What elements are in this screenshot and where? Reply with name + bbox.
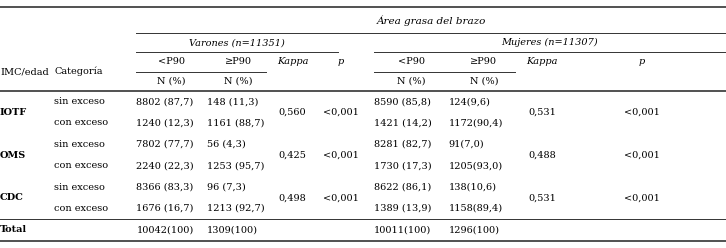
Text: sin exceso: sin exceso [54, 183, 105, 192]
Text: sin exceso: sin exceso [54, 140, 105, 149]
Text: 8802 (87,7): 8802 (87,7) [136, 97, 194, 106]
Text: 56 (4,3): 56 (4,3) [207, 140, 245, 149]
Text: 7802 (77,7): 7802 (77,7) [136, 140, 194, 149]
Text: Kappa: Kappa [277, 58, 309, 66]
Text: 1240 (12,3): 1240 (12,3) [136, 119, 194, 127]
Text: 8366 (83,3): 8366 (83,3) [136, 183, 194, 192]
Text: ≥P90: ≥P90 [225, 58, 252, 66]
Text: con exceso: con exceso [54, 161, 109, 170]
Text: Categoría: Categoría [54, 67, 103, 76]
Text: <0,001: <0,001 [624, 108, 660, 117]
Text: <0,001: <0,001 [323, 108, 359, 117]
Text: 1421 (14,2): 1421 (14,2) [374, 119, 432, 127]
Text: 2240 (22,3): 2240 (22,3) [136, 161, 194, 170]
Text: N (%): N (%) [470, 77, 498, 86]
Text: 138(10,6): 138(10,6) [449, 183, 497, 192]
Text: N (%): N (%) [158, 77, 186, 86]
Text: <0,001: <0,001 [624, 193, 660, 202]
Text: Mujeres (n=11307): Mujeres (n=11307) [502, 38, 598, 47]
Text: 148 (11,3): 148 (11,3) [207, 97, 258, 106]
Text: OMS: OMS [0, 151, 26, 159]
Text: Total: Total [0, 225, 27, 234]
Text: <0,001: <0,001 [323, 193, 359, 202]
Text: IMC/edad: IMC/edad [0, 67, 49, 76]
Text: IOTF: IOTF [0, 108, 28, 117]
Text: con exceso: con exceso [54, 119, 109, 127]
Text: <0,001: <0,001 [323, 151, 359, 159]
Text: 1205(93,0): 1205(93,0) [449, 161, 503, 170]
Text: 0,531: 0,531 [528, 108, 556, 117]
Text: 0,560: 0,560 [279, 108, 306, 117]
Text: <P90: <P90 [158, 58, 185, 66]
Text: 1158(89,4): 1158(89,4) [449, 204, 503, 213]
Text: 0,498: 0,498 [279, 193, 306, 202]
Text: N (%): N (%) [224, 77, 253, 86]
Text: 1730 (17,3): 1730 (17,3) [374, 161, 431, 170]
Text: 0,425: 0,425 [279, 151, 306, 159]
Text: 1253 (95,7): 1253 (95,7) [207, 161, 264, 170]
Text: 8590 (85,8): 8590 (85,8) [374, 97, 431, 106]
Text: <0,001: <0,001 [624, 151, 660, 159]
Text: 1213 (92,7): 1213 (92,7) [207, 204, 264, 213]
Text: 1161 (88,7): 1161 (88,7) [207, 119, 264, 127]
Text: 8281 (82,7): 8281 (82,7) [374, 140, 431, 149]
Text: 1172(90,4): 1172(90,4) [449, 119, 503, 127]
Text: p: p [338, 58, 344, 66]
Text: 124(9,6): 124(9,6) [449, 97, 491, 106]
Text: 10011(100): 10011(100) [374, 225, 431, 234]
Text: ≥P90: ≥P90 [470, 58, 497, 66]
Text: 8622 (86,1): 8622 (86,1) [374, 183, 431, 192]
Text: 96 (7,3): 96 (7,3) [207, 183, 245, 192]
Text: 0,488: 0,488 [528, 151, 556, 159]
Text: Varones (n=11351): Varones (n=11351) [189, 38, 285, 47]
Text: 1389 (13,9): 1389 (13,9) [374, 204, 431, 213]
Text: Área grasa del brazo: Área grasa del brazo [377, 15, 486, 26]
Text: CDC: CDC [0, 193, 24, 202]
Text: 1676 (16,7): 1676 (16,7) [136, 204, 194, 213]
Text: Kappa: Kappa [526, 58, 558, 66]
Text: N (%): N (%) [397, 77, 425, 86]
Text: 10042(100): 10042(100) [136, 225, 194, 234]
Text: p: p [639, 58, 645, 66]
Text: con exceso: con exceso [54, 204, 109, 213]
Text: 91(7,0): 91(7,0) [449, 140, 484, 149]
Text: <P90: <P90 [398, 58, 425, 66]
Text: 1296(100): 1296(100) [449, 225, 499, 234]
Text: 0,531: 0,531 [528, 193, 556, 202]
Text: 1309(100): 1309(100) [207, 225, 258, 234]
Text: sin exceso: sin exceso [54, 97, 105, 106]
